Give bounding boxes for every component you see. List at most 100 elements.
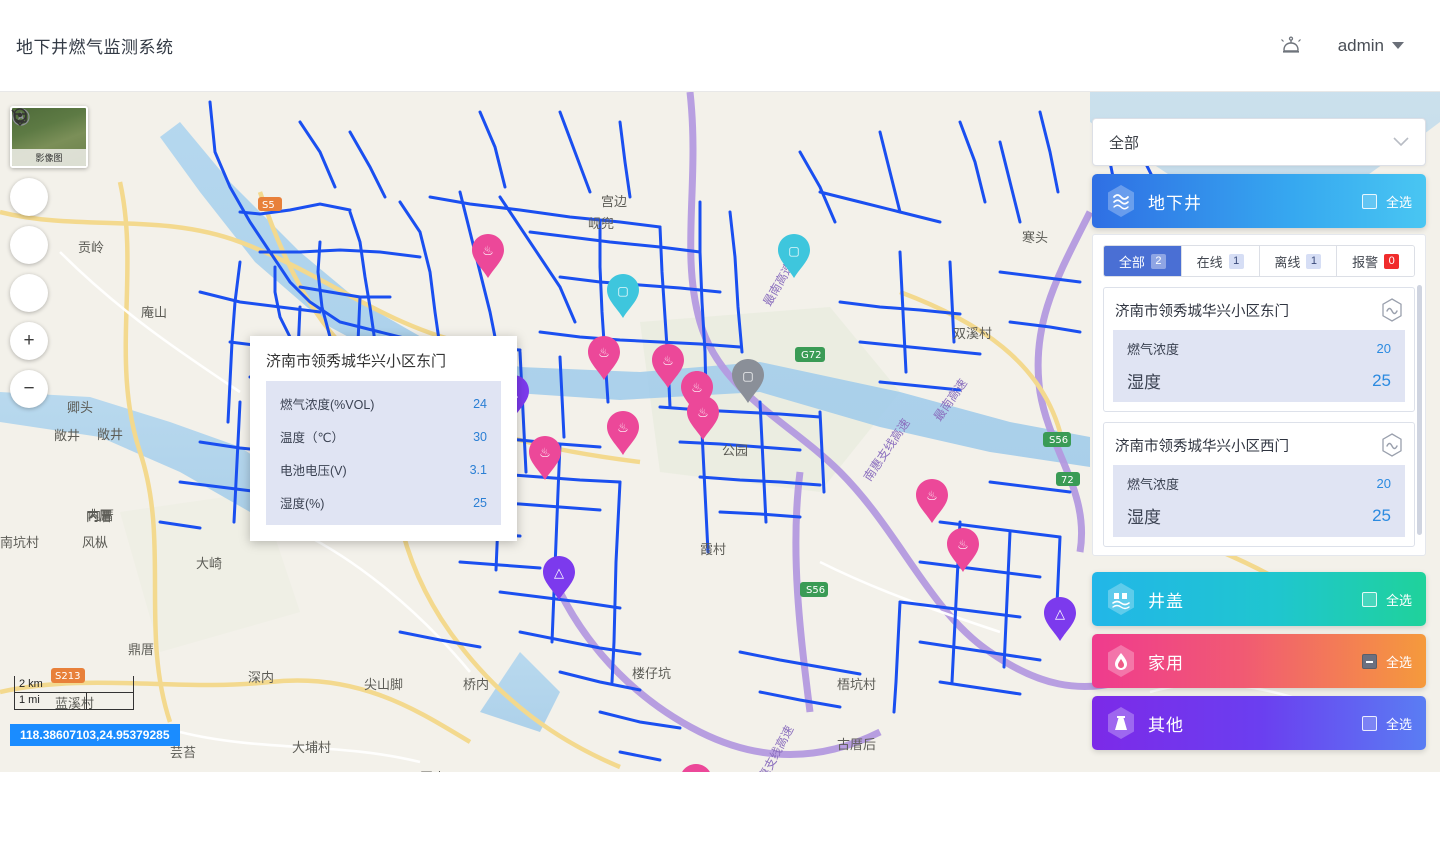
layer-switch-satellite[interactable]: 影像图 <box>10 106 88 168</box>
category-household[interactable]: 家用 全选 <box>1092 634 1426 688</box>
svg-text:△: △ <box>1055 607 1065 622</box>
select-all-label: 全选 <box>1385 716 1412 732</box>
select-all-label: 全选 <box>1385 194 1412 210</box>
location-pin-icon[interactable] <box>10 108 48 312</box>
svg-text:▢: ▢ <box>742 369 753 383</box>
signal-wave-hex-icon[interactable] <box>1381 433 1403 457</box>
checkbox-icon[interactable] <box>1361 653 1377 669</box>
metric-label: 燃气浓度 <box>1127 342 1180 357</box>
tab-count: 2 <box>1150 253 1166 269</box>
svg-text:内厝: 内厝 <box>88 508 114 524</box>
user-menu[interactable]: admin <box>1338 36 1404 56</box>
header-actions: admin <box>1278 33 1404 59</box>
tab-label: 在线 <box>1196 254 1223 270</box>
map-scale-bar: 2 km 1 mi <box>14 676 134 710</box>
popup-metric-row: 燃气浓度(%VOL) 24 <box>266 387 501 420</box>
tab-offline[interactable]: 离线 1 <box>1259 246 1338 276</box>
select-all-household[interactable]: 全选 <box>1361 652 1412 671</box>
svg-text:楼仔坑: 楼仔坑 <box>632 667 671 682</box>
metric-label: 燃气浓度(%VOL) <box>280 398 375 412</box>
svg-text:芸苔: 芸苔 <box>170 745 196 761</box>
metric-value: 20 <box>1376 341 1391 356</box>
svg-text:霞村: 霞村 <box>700 543 726 558</box>
device-list-scrollbar[interactable] <box>1417 285 1422 535</box>
svg-text:尖山脚: 尖山脚 <box>364 677 403 693</box>
svg-text:寒头: 寒头 <box>1022 230 1048 246</box>
select-all-manhole-cover[interactable]: 全选 <box>1361 590 1412 609</box>
svg-text:G72: G72 <box>801 350 821 361</box>
category-name: 家用 <box>1148 653 1184 673</box>
svg-text:△: △ <box>554 566 564 581</box>
metric-label: 湿度 <box>1127 508 1161 527</box>
svg-text:S56: S56 <box>1049 435 1068 446</box>
status-tabs: 全部 2 在线 1 离线 1 报警 0 <box>1103 245 1415 277</box>
svg-text:深内: 深内 <box>248 670 274 686</box>
popup-metric-row: 电池电压(V) 3.1 <box>266 453 501 486</box>
svg-text:♨: ♨ <box>697 406 709 421</box>
chevron-down-icon <box>1392 42 1404 49</box>
category-manhole-cover[interactable]: 井盖 全选 <box>1092 572 1426 626</box>
manhole-hex-icon <box>1106 582 1136 616</box>
svg-text:双溪村: 双溪村 <box>953 327 992 342</box>
checkbox-icon[interactable] <box>1361 193 1377 209</box>
metric-label: 燃气浓度 <box>1127 477 1180 492</box>
compass-icon[interactable] <box>10 108 48 264</box>
svg-text:敞井: 敞井 <box>54 428 80 444</box>
category-other[interactable]: 其他 全选 <box>1092 696 1426 750</box>
select-all-other[interactable]: 全选 <box>1361 714 1412 733</box>
well-hex-icon <box>1106 184 1136 218</box>
svg-text:内厝: 内厝 <box>86 508 112 524</box>
select-all-underground-well[interactable]: 全选 <box>1361 192 1412 211</box>
checkbox-icon[interactable] <box>1361 715 1377 731</box>
device-card[interactable]: 济南市领秀城华兴小区西门 燃气浓度 20 湿度 <box>1103 422 1415 547</box>
device-list-block: 全部 2 在线 1 离线 1 报警 0 济南市领秀城华兴小区东门 <box>1092 234 1426 556</box>
zoom-out-button[interactable]: − <box>10 370 48 408</box>
tab-online[interactable]: 在线 1 <box>1181 246 1260 276</box>
svg-text:♨: ♨ <box>662 354 674 369</box>
svg-text:♨: ♨ <box>617 421 629 436</box>
svg-text:♨: ♨ <box>539 446 551 461</box>
svg-text:72: 72 <box>1061 475 1074 486</box>
metric-label: 温度（℃） <box>280 431 345 445</box>
flame-drop-hex-icon <box>1106 644 1136 678</box>
svg-text:内厝: 内厝 <box>86 509 112 525</box>
svg-text:♨: ♨ <box>957 538 969 553</box>
svg-text:S213: S213 <box>55 671 80 682</box>
category-underground-well[interactable]: 地下井 全选 <box>1092 174 1426 228</box>
svg-text:公园: 公园 <box>722 444 748 459</box>
map-popup: 济南市领秀城华兴小区东门 燃气浓度(%VOL) 24 温度（℃） 30 电池电压… <box>250 336 517 541</box>
svg-text:蓝溪村: 蓝溪村 <box>55 697 94 712</box>
checkbox-icon[interactable] <box>1361 591 1377 607</box>
device-name: 济南市领秀城华兴小区西门 <box>1115 438 1289 455</box>
metric-value: 24 <box>473 396 487 411</box>
scale-metric: 2 km <box>19 678 43 690</box>
svg-text:风枞: 风枞 <box>82 536 108 551</box>
device-card[interactable]: 济南市领秀城华兴小区东门 燃气浓度 20 湿度 <box>1103 287 1415 412</box>
signal-wave-hex-icon[interactable] <box>1381 298 1403 322</box>
user-name: admin <box>1337 35 1384 55</box>
svg-text:▢: ▢ <box>788 244 799 258</box>
filter-select[interactable]: 全部 <box>1092 118 1426 166</box>
popup-metrics: 燃气浓度(%VOL) 24 温度（℃） 30 电池电压(V) 3.1 湿度(%)… <box>266 381 501 525</box>
chevron-down-icon <box>1393 135 1409 150</box>
metric-label: 湿度(%) <box>280 497 325 511</box>
device-metric-row: 湿度 25 <box>1113 363 1405 398</box>
select-all-label: 全选 <box>1385 654 1412 670</box>
svg-text:梧坑村: 梧坑村 <box>837 678 876 693</box>
tab-all[interactable]: 全部 2 <box>1104 246 1182 276</box>
device-metrics: 燃气浓度 20 湿度 25 <box>1113 465 1405 537</box>
category-name: 地下井 <box>1148 193 1202 213</box>
measure-icon[interactable] <box>10 109 48 216</box>
page-title: 地下井燃气监测系统 <box>16 38 174 57</box>
tab-label: 全部 <box>1118 254 1145 270</box>
svg-text:♨: ♨ <box>691 381 703 396</box>
svg-text:宫边: 宫边 <box>601 195 627 210</box>
category-name: 其他 <box>1148 715 1184 735</box>
select-all-label: 全选 <box>1385 592 1412 608</box>
device-metric-row: 燃气浓度 20 <box>1113 469 1405 498</box>
svg-text:桥内: 桥内 <box>463 677 489 693</box>
alarm-bell-icon[interactable] <box>1278 33 1304 59</box>
tab-alarm[interactable]: 报警 0 <box>1337 246 1414 276</box>
zoom-in-button[interactable]: + <box>10 322 48 360</box>
